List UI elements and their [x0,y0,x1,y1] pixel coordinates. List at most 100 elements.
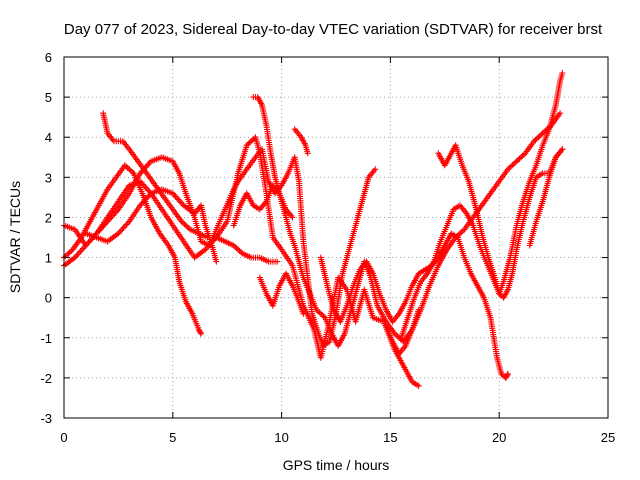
data-point [504,372,511,379]
data-point [122,223,129,229]
data-point [76,250,82,256]
y-tick-labels: -3 -2 -1 0 1 2 3 4 5 6 [40,50,52,426]
y-tick-label: 5 [45,90,52,105]
data-point [372,166,379,173]
data-point [415,382,422,389]
x-axis-label: GPS time / hours [283,457,390,473]
data-point [233,245,240,252]
data-point [249,136,256,143]
data-point [455,231,462,238]
series-trace-13 [526,146,566,249]
series-trace-12 [383,110,564,357]
y-tick-label: 2 [45,210,52,225]
data-point [123,221,130,228]
data-point [78,247,85,253]
data-point [213,258,220,265]
data-point [232,243,239,250]
series-trace-4 [100,110,281,265]
grid [64,57,608,418]
x-tick-label: 5 [169,430,176,445]
data-point [178,199,184,206]
data-point [62,253,69,260]
data-point [196,328,203,335]
data-point [141,182,148,189]
data-point [246,139,253,146]
series-trace-6 [250,94,422,349]
data-marks [61,70,566,389]
data-point [145,161,152,168]
data-point [172,193,179,200]
x-tick-labels: 0 5 10 15 20 25 [60,430,615,445]
data-point [459,227,466,234]
data-point [123,163,130,170]
series-trace-14 [230,182,296,229]
data-point [515,157,522,163]
data-point [173,194,180,201]
data-point [77,248,84,255]
data-point [68,247,75,254]
y-tick-label: -2 [40,371,52,386]
data-point [144,185,150,192]
data-point [180,219,186,226]
data-point [516,155,523,162]
y-tick-label: 1 [45,251,52,266]
x-tick-label: 10 [274,430,288,445]
data-point [145,193,152,200]
data-point [504,370,511,377]
data-point [85,239,92,246]
data-point [126,166,133,173]
data-point [458,229,465,236]
data-point [509,162,516,169]
data-point [184,223,191,230]
data-point [538,131,545,138]
data-point [118,227,125,234]
data-point [179,200,186,207]
y-axis-label: SDTVAR / TECUs [7,181,23,293]
data-point [182,222,189,229]
data-point [289,214,296,221]
data-point [518,154,524,161]
data-point [317,310,324,317]
data-point [314,308,321,314]
data-point [119,226,126,232]
data-point [559,70,566,76]
y-tick-label: 4 [45,130,52,145]
data-point [397,336,404,343]
data-point [198,330,205,337]
data-point [238,249,244,256]
data-point [185,225,192,232]
data-point [394,333,401,340]
data-point [506,165,513,171]
data-point [498,370,505,377]
data-point [452,234,459,241]
data-point [65,250,72,257]
series-trace-11 [435,70,566,297]
y-tick-label: -3 [40,411,52,426]
series-trace-5 [82,186,220,265]
x-tick-label: 20 [492,430,506,445]
axis-ticks [63,56,609,419]
data-point [243,142,250,149]
y-tick-label: 6 [45,50,52,65]
data-point [512,159,519,166]
series-trace-9 [317,230,511,381]
data-point [547,123,553,130]
series-trace-8 [256,270,307,317]
x-tick-label: 15 [383,430,397,445]
series-trace-7 [291,126,311,157]
series-trace-2 [61,162,205,337]
data-point [541,128,548,135]
data-point [81,244,88,250]
y-tick-label: 3 [45,170,52,185]
data-point [536,132,543,139]
data-point [63,251,70,258]
data-point [535,134,542,141]
data-point [532,136,539,143]
data-point [304,150,311,157]
data-point [393,332,400,339]
plot-frame [63,56,609,419]
data-point [129,169,136,175]
data-point [320,313,327,320]
data-point [86,238,93,244]
